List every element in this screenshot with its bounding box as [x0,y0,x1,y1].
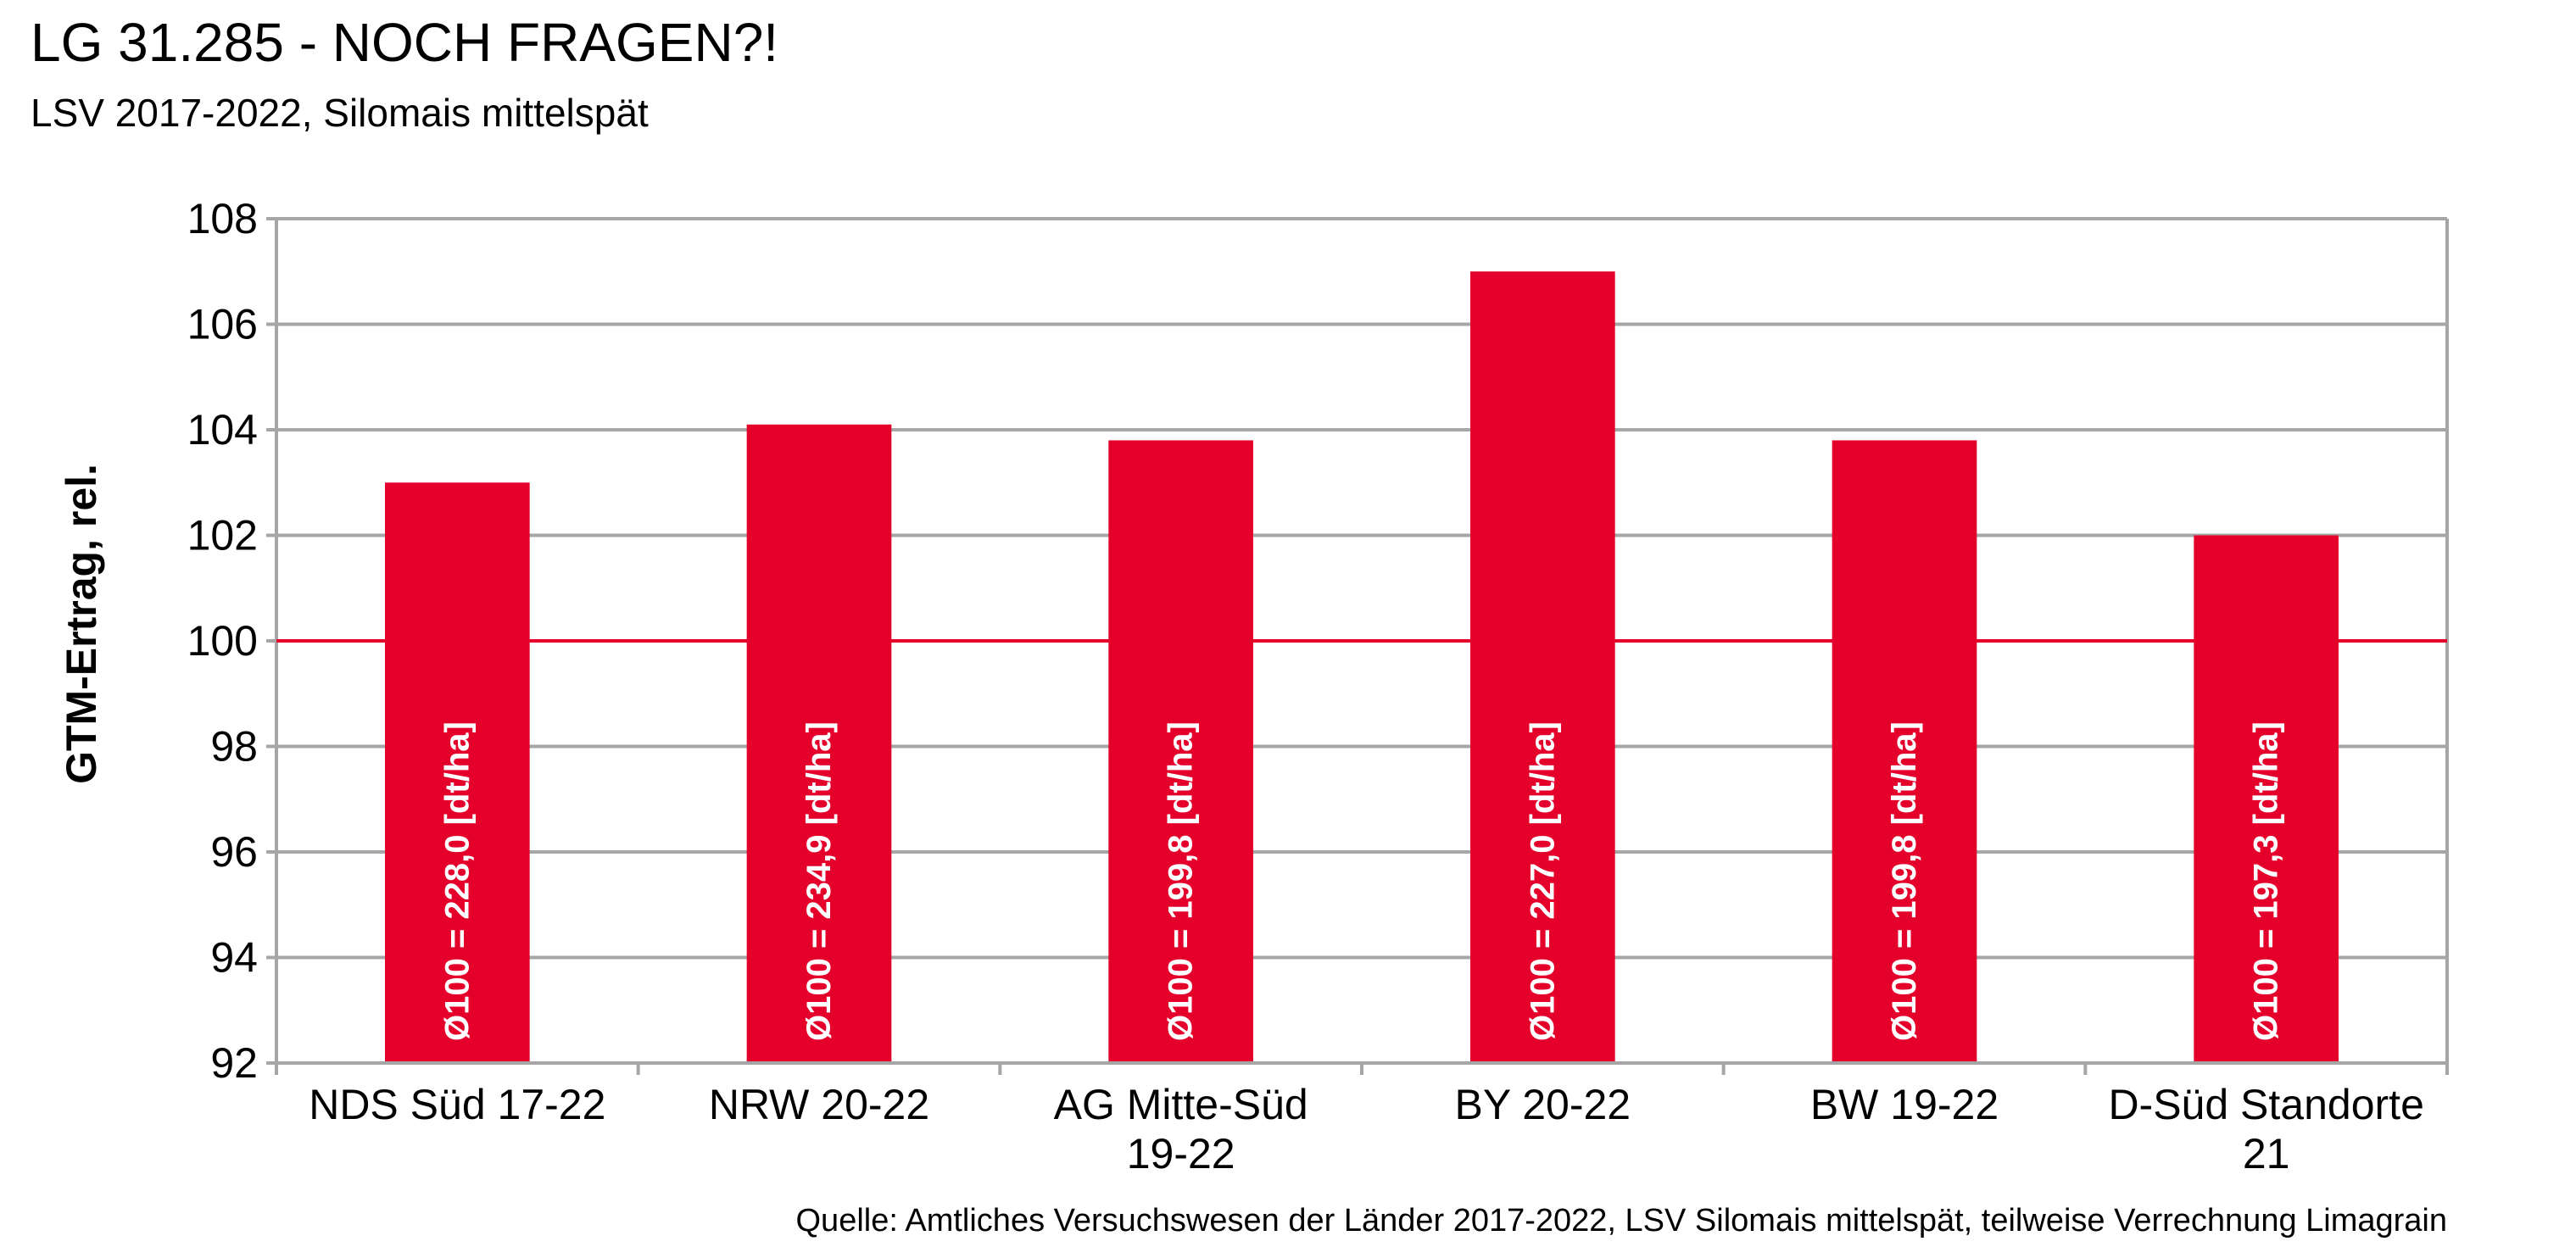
chart-subtitle: LSV 2017-2022, Silomais mittelspät [31,91,649,135]
y-tick-label: 102 [187,512,258,559]
bar [1470,271,1615,1063]
x-tick-label: BY 20-22 [1455,1081,1631,1128]
bar [2194,535,2339,1063]
x-tick-label: NDS Süd 17-22 [309,1081,605,1128]
bar [746,424,892,1063]
bar [1108,440,1253,1063]
y-tick-label: 100 [187,617,258,665]
x-tick-label: AG Mitte-Süd [1054,1081,1308,1128]
bar-data-label: Ø100 = 227,0 [dt/ha] [1524,721,1561,1041]
y-tick-label: 104 [187,406,258,454]
bar-data-label: Ø100 = 197,3 [dt/ha] [2248,721,2285,1041]
bar-data-label: Ø100 = 234,9 [dt/ha] [800,721,838,1041]
y-axis-title: GTM-Ertrag, rel. [58,464,105,784]
bar-data-label: Ø100 = 228,0 [dt/ha] [438,721,476,1041]
bar-chart: 92 94 96 98 100 102 104 106 108 Ø100 = 228,0 [dt/… [58,195,2449,1177]
chart-title: LG 31.285 - NOCH FRAGEN?! [31,12,779,73]
x-tick-label: 19-22 [1127,1130,1235,1177]
y-tick-label: 94 [210,934,258,982]
y-tick-label: 92 [210,1039,258,1087]
bar [1832,440,1977,1063]
bar [385,482,530,1063]
y-tick-label: 96 [210,828,258,876]
x-tick-label: BW 19-22 [1810,1081,1999,1128]
y-tick-label: 98 [210,723,258,771]
bar-data-label: Ø100 = 199,8 [dt/ha] [1163,721,1200,1041]
x-tick-label: NRW 20-22 [709,1081,929,1128]
source-note: Quelle: Amtliches Versuchswesen der Länd… [795,1203,2448,1239]
bar-data-label: Ø100 = 199,8 [dt/ha] [1886,721,1923,1041]
x-tick-label: D-Süd Standorte [2108,1081,2423,1128]
y-tick-label: 108 [187,195,258,242]
x-tick-label: 21 [2243,1130,2290,1177]
y-tick-label: 106 [187,301,258,348]
